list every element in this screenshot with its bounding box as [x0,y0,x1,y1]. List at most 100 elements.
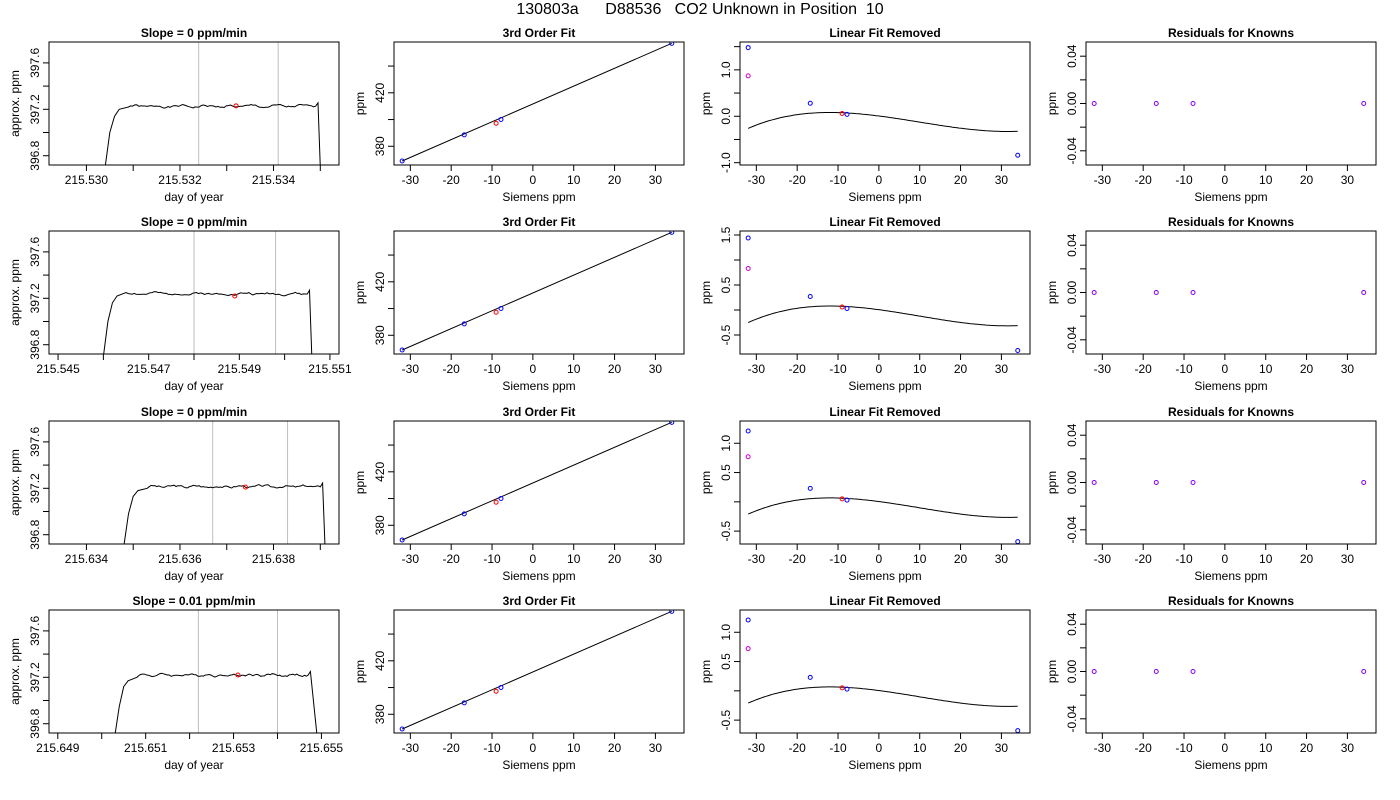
plot-area [745,617,1021,733]
known-point [498,306,504,312]
y-tick-label: -0.04 [1065,516,1079,544]
unknown-point [493,688,499,694]
y-tick-label: -0.5 [719,520,733,541]
panel-title: Slope = 0 ppm/min [141,26,247,40]
panel-title: 3rd Order Fit [503,594,576,608]
x-tick-label: -10 [829,173,847,187]
y-tick-label: 0.00 [1065,470,1079,494]
x-tick-label: 0 [1222,173,1229,187]
x-tick-label: 0 [1222,362,1229,376]
known-point [807,294,813,299]
x-tick-label: 215.547 [127,362,171,376]
y-tick-label: -0.04 [1065,705,1079,733]
x-tick-label: 10 [913,552,927,566]
x-tick-label: 20 [1300,362,1314,376]
x-tick-label: 0 [530,173,537,187]
plot-frame [1085,230,1377,355]
x-axis-label: Siemens ppm [848,379,921,393]
panel-7: Linear Fit Removed -30 -20 -10 0 10 20 30 -0.5 0.… [699,215,1031,393]
known-point [1015,348,1021,353]
y-tick-label: 397.2 [28,662,42,692]
plot-frame [48,41,340,166]
plot-area [103,231,313,354]
x-tick-label: 215.655 [300,741,344,755]
plot-frame [393,230,685,355]
panel-9: Slope = 0 ppm/min 215.634 215.636 215.638 39… [8,405,340,583]
y-tick-label: 397.6 [28,237,42,267]
y-axis-label: ppm [699,92,713,115]
x-tick-label: 215.545 [36,362,80,376]
x-tick-label: 215.649 [36,741,80,755]
x-tick-label: -30 [402,362,420,376]
plot-area [1091,290,1367,295]
residual-point [1153,480,1159,485]
unknown-point [493,120,499,126]
x-tick-label: -30 [748,173,766,187]
x-tick-label: 30 [995,741,1009,755]
y-axis-label: approx. ppm [8,259,22,326]
x-axis-label: Siemens ppm [1194,758,1267,772]
y-tick-label: 380 [373,136,387,156]
residual-point [1361,669,1367,674]
co2-trace [104,101,321,165]
residual-point [1153,290,1159,295]
x-tick-label: -30 [402,552,420,566]
panel-13: Slope = 0.01 ppm/min 215.649 215.651 215.65… [8,594,343,772]
panel-10: 3rd Order Fit -30 -20 -10 0 10 20 30 380 420 Sieme… [353,405,685,583]
x-tick-label: -20 [789,552,807,566]
panel-2: 3rd Order Fit -30 -20 -10 0 10 20 30 380 420 Sieme… [353,26,685,204]
plot-area [399,42,675,164]
x-tick-label: 30 [1341,552,1355,566]
known-point [745,428,751,434]
y-tick-label: 397.6 [28,427,42,457]
sample-marker [232,293,238,299]
unknown-raw-point [745,73,751,79]
x-axis-label: Siemens ppm [848,569,921,583]
x-tick-label: -30 [402,173,420,187]
plot-area [1091,101,1367,106]
panel-title: 3rd Order Fit [503,26,576,40]
x-tick-label: 10 [913,741,927,755]
x-tick-label: 0 [876,173,883,187]
panel-title: Linear Fit Removed [829,405,940,419]
plot-frame [48,420,340,545]
y-tick-label: 396.8 [28,708,42,738]
known-point [399,726,405,732]
y-tick-label: 0.04 [1065,612,1079,636]
panel-16: Residuals for Knowns -30 -20 -10 0 10 20 30 -0.0… [1045,594,1377,772]
x-tick-label: 20 [954,741,968,755]
y-axis-label: ppm [1045,471,1059,494]
y-tick-label: 0.04 [1065,423,1079,447]
fit-line [401,610,672,730]
unknown-point [493,309,499,315]
x-tick-label: -10 [1175,362,1193,376]
x-tick-label: -30 [402,741,420,755]
fit-line [401,231,672,351]
plot-area [399,231,675,353]
x-axis-label: Siemens ppm [848,758,921,772]
known-point [844,111,850,117]
y-tick-label: -0.5 [719,324,733,345]
known-point [399,158,405,164]
x-axis-label: day of year [164,758,223,772]
sample-marker [235,672,241,678]
x-tick-label: 0 [1222,741,1229,755]
known-point [807,100,813,106]
figure-title: 130803a D88536 CO2 Unknown in Position 1… [516,1,884,18]
y-axis-label: ppm [1045,281,1059,304]
y-axis-label: approx. ppm [8,70,22,137]
unknown-point [839,685,845,691]
known-point [844,497,850,503]
plot-frame [739,609,1031,734]
x-tick-label: 10 [567,173,581,187]
x-tick-label: 20 [1300,552,1314,566]
residual-point [1190,480,1196,485]
x-tick-label: 20 [954,552,968,566]
x-axis-label: day of year [164,379,223,393]
known-point [461,132,467,138]
plot-frame [48,609,340,734]
x-tick-label: 30 [995,362,1009,376]
panel-title: Residuals for Knowns [1168,26,1294,40]
x-tick-label: -20 [789,362,807,376]
known-point [1015,152,1021,158]
